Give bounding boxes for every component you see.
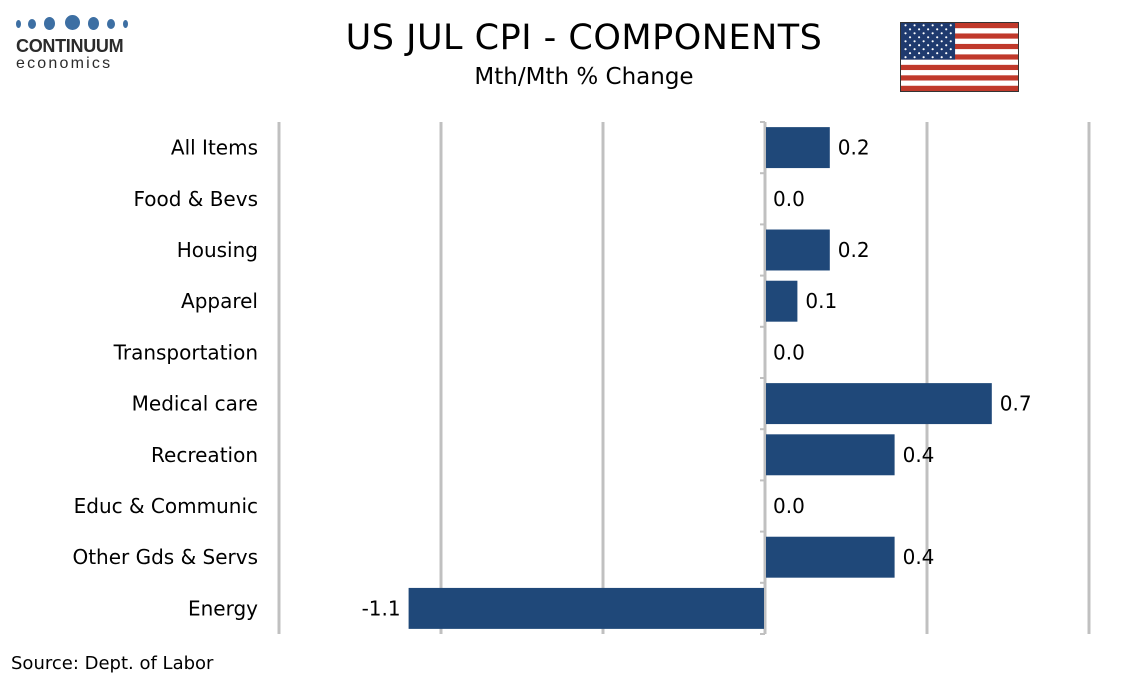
bar [408, 587, 765, 629]
bar [765, 280, 798, 322]
data-label: 0.0 [773, 494, 805, 518]
category-label: Educ & Communic [74, 494, 258, 518]
logo-sub-text: economics [16, 55, 113, 72]
data-label: 0.2 [838, 238, 870, 262]
chart-title: US JUL CPI - COMPONENTS [345, 18, 823, 58]
bar [765, 536, 895, 578]
category-label: Other Gds & Servs [72, 545, 258, 569]
category-label: Housing [177, 238, 258, 262]
continuum-logo: CONTINUUM economics [10, 14, 140, 76]
data-label: 0.1 [805, 289, 837, 313]
bar [765, 383, 992, 425]
bar [765, 229, 830, 271]
source-note: Source: Dept. of Labor [11, 653, 214, 674]
data-label: 0.0 [773, 340, 805, 364]
us-flag-icon [900, 22, 1019, 92]
bar [765, 127, 830, 169]
data-label: 0.2 [838, 136, 870, 160]
data-label: -1.1 [362, 596, 401, 620]
category-label: Medical care [132, 392, 258, 416]
category-label: Energy [188, 596, 258, 620]
data-label: 0.4 [903, 545, 935, 569]
data-label: 0.0 [773, 187, 805, 211]
logo-main-text: CONTINUUM [16, 36, 124, 56]
chart-subtitle: Mth/Mth % Change [474, 64, 694, 90]
bar [765, 434, 895, 476]
category-label: Recreation [151, 443, 258, 467]
data-label: 0.4 [903, 443, 935, 467]
category-label: Food & Bevs [133, 187, 258, 211]
category-label: Transportation [113, 340, 258, 364]
data-label: 0.7 [1000, 392, 1032, 416]
category-label: All Items [171, 136, 258, 160]
category-label: Apparel [181, 289, 258, 313]
